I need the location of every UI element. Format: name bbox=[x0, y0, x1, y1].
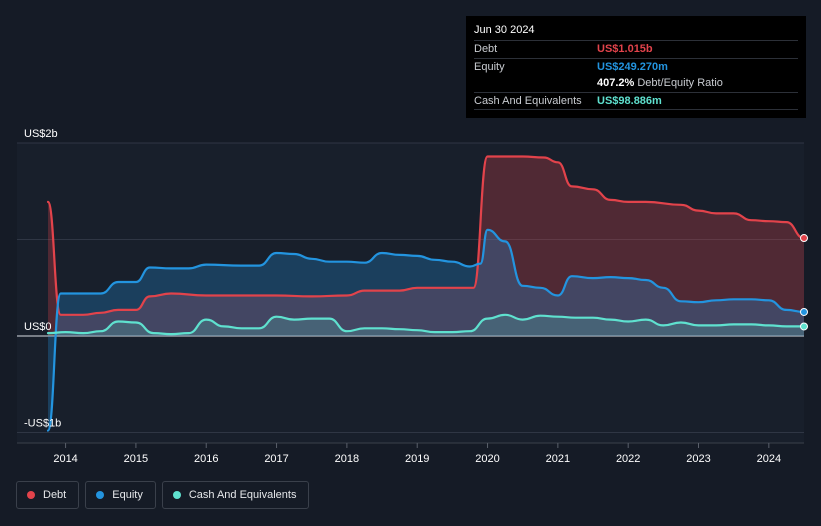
legend-item-equity[interactable]: Equity bbox=[85, 481, 156, 509]
tooltip-ratio-label: Debt/Equity Ratio bbox=[637, 77, 723, 89]
tooltip-row-ratio: 407.2% Debt/Equity Ratio bbox=[474, 75, 798, 92]
y-tick-label: US$0 bbox=[24, 321, 52, 333]
tooltip-debt-value: US$1.015b bbox=[597, 43, 653, 55]
x-tick-label: 2018 bbox=[335, 453, 359, 465]
legend-equity-label: Equity bbox=[112, 489, 143, 501]
series-lines bbox=[46, 155, 806, 432]
legend-cash-label: Cash And Equivalents bbox=[188, 489, 297, 501]
tooltip-cash-value: US$98.886m bbox=[597, 94, 662, 107]
debt-area bbox=[48, 156, 804, 336]
equity-end-marker bbox=[800, 307, 808, 316]
tooltip-date: Jun 30 2024 bbox=[474, 24, 535, 36]
tooltip-row-debt: Debt US$1.015b bbox=[474, 40, 798, 58]
legend-debt-label: Debt bbox=[43, 489, 67, 501]
legend-item-debt[interactable]: Debt bbox=[16, 481, 80, 509]
equity-dot-icon bbox=[96, 491, 105, 499]
cash-dot-icon bbox=[172, 491, 181, 499]
tooltip-equity-label: Equity bbox=[474, 60, 505, 73]
debt-end-marker bbox=[800, 234, 808, 243]
end-markers bbox=[800, 234, 808, 331]
x-tick-label: 2021 bbox=[546, 453, 570, 465]
x-tick-label: 2015 bbox=[124, 453, 148, 465]
tooltip-row-equity: Equity US$249.270m bbox=[474, 57, 798, 76]
x-tick-label: 2020 bbox=[475, 453, 499, 465]
grid-lines bbox=[17, 142, 804, 444]
x-tick-label: 2024 bbox=[757, 453, 781, 465]
x-tick-label: 2023 bbox=[686, 453, 710, 465]
cash-line bbox=[46, 313, 806, 336]
debt-line bbox=[46, 155, 806, 316]
chart-legend: Debt Equity Cash And Equivalents bbox=[16, 481, 310, 509]
tooltip-row-cash: Cash And Equivalents US$98.886m bbox=[474, 91, 798, 110]
tooltip-cash-label: Cash And Equivalents bbox=[474, 94, 582, 107]
x-tick-label: 2022 bbox=[616, 453, 640, 465]
x-tick-label: 2019 bbox=[405, 453, 429, 465]
x-tick-label: 2014 bbox=[53, 453, 77, 465]
y-tick-label: -US$1b bbox=[24, 418, 61, 430]
cash-end-marker bbox=[800, 322, 808, 331]
x-axis-ticks: 2014 2015 2016 2017 2018 2019 2020 2021 2022 2023… bbox=[53, 443, 781, 465]
tooltip-ratio-value: 407.2% bbox=[597, 77, 635, 89]
tooltip-equity-value: US$249.270m bbox=[597, 60, 668, 73]
equity-line bbox=[46, 228, 806, 432]
x-tick-label: 2016 bbox=[194, 453, 218, 465]
plot-background bbox=[17, 143, 804, 443]
x-tick-label: 2017 bbox=[264, 453, 288, 465]
tooltip-debt-label: Debt bbox=[474, 43, 498, 55]
y-axis-ticks: US$2b US$0 -US$1b bbox=[24, 128, 61, 430]
legend-item-cash[interactable]: Cash And Equivalents bbox=[161, 481, 310, 509]
tooltip-ratio-spacer bbox=[474, 75, 597, 92]
y-tick-label: US$2b bbox=[24, 128, 58, 140]
tooltip-panel: Jun 30 2024 Debt US$1.015b Equity US$249… bbox=[466, 16, 806, 118]
debt-dot-icon bbox=[27, 491, 35, 499]
